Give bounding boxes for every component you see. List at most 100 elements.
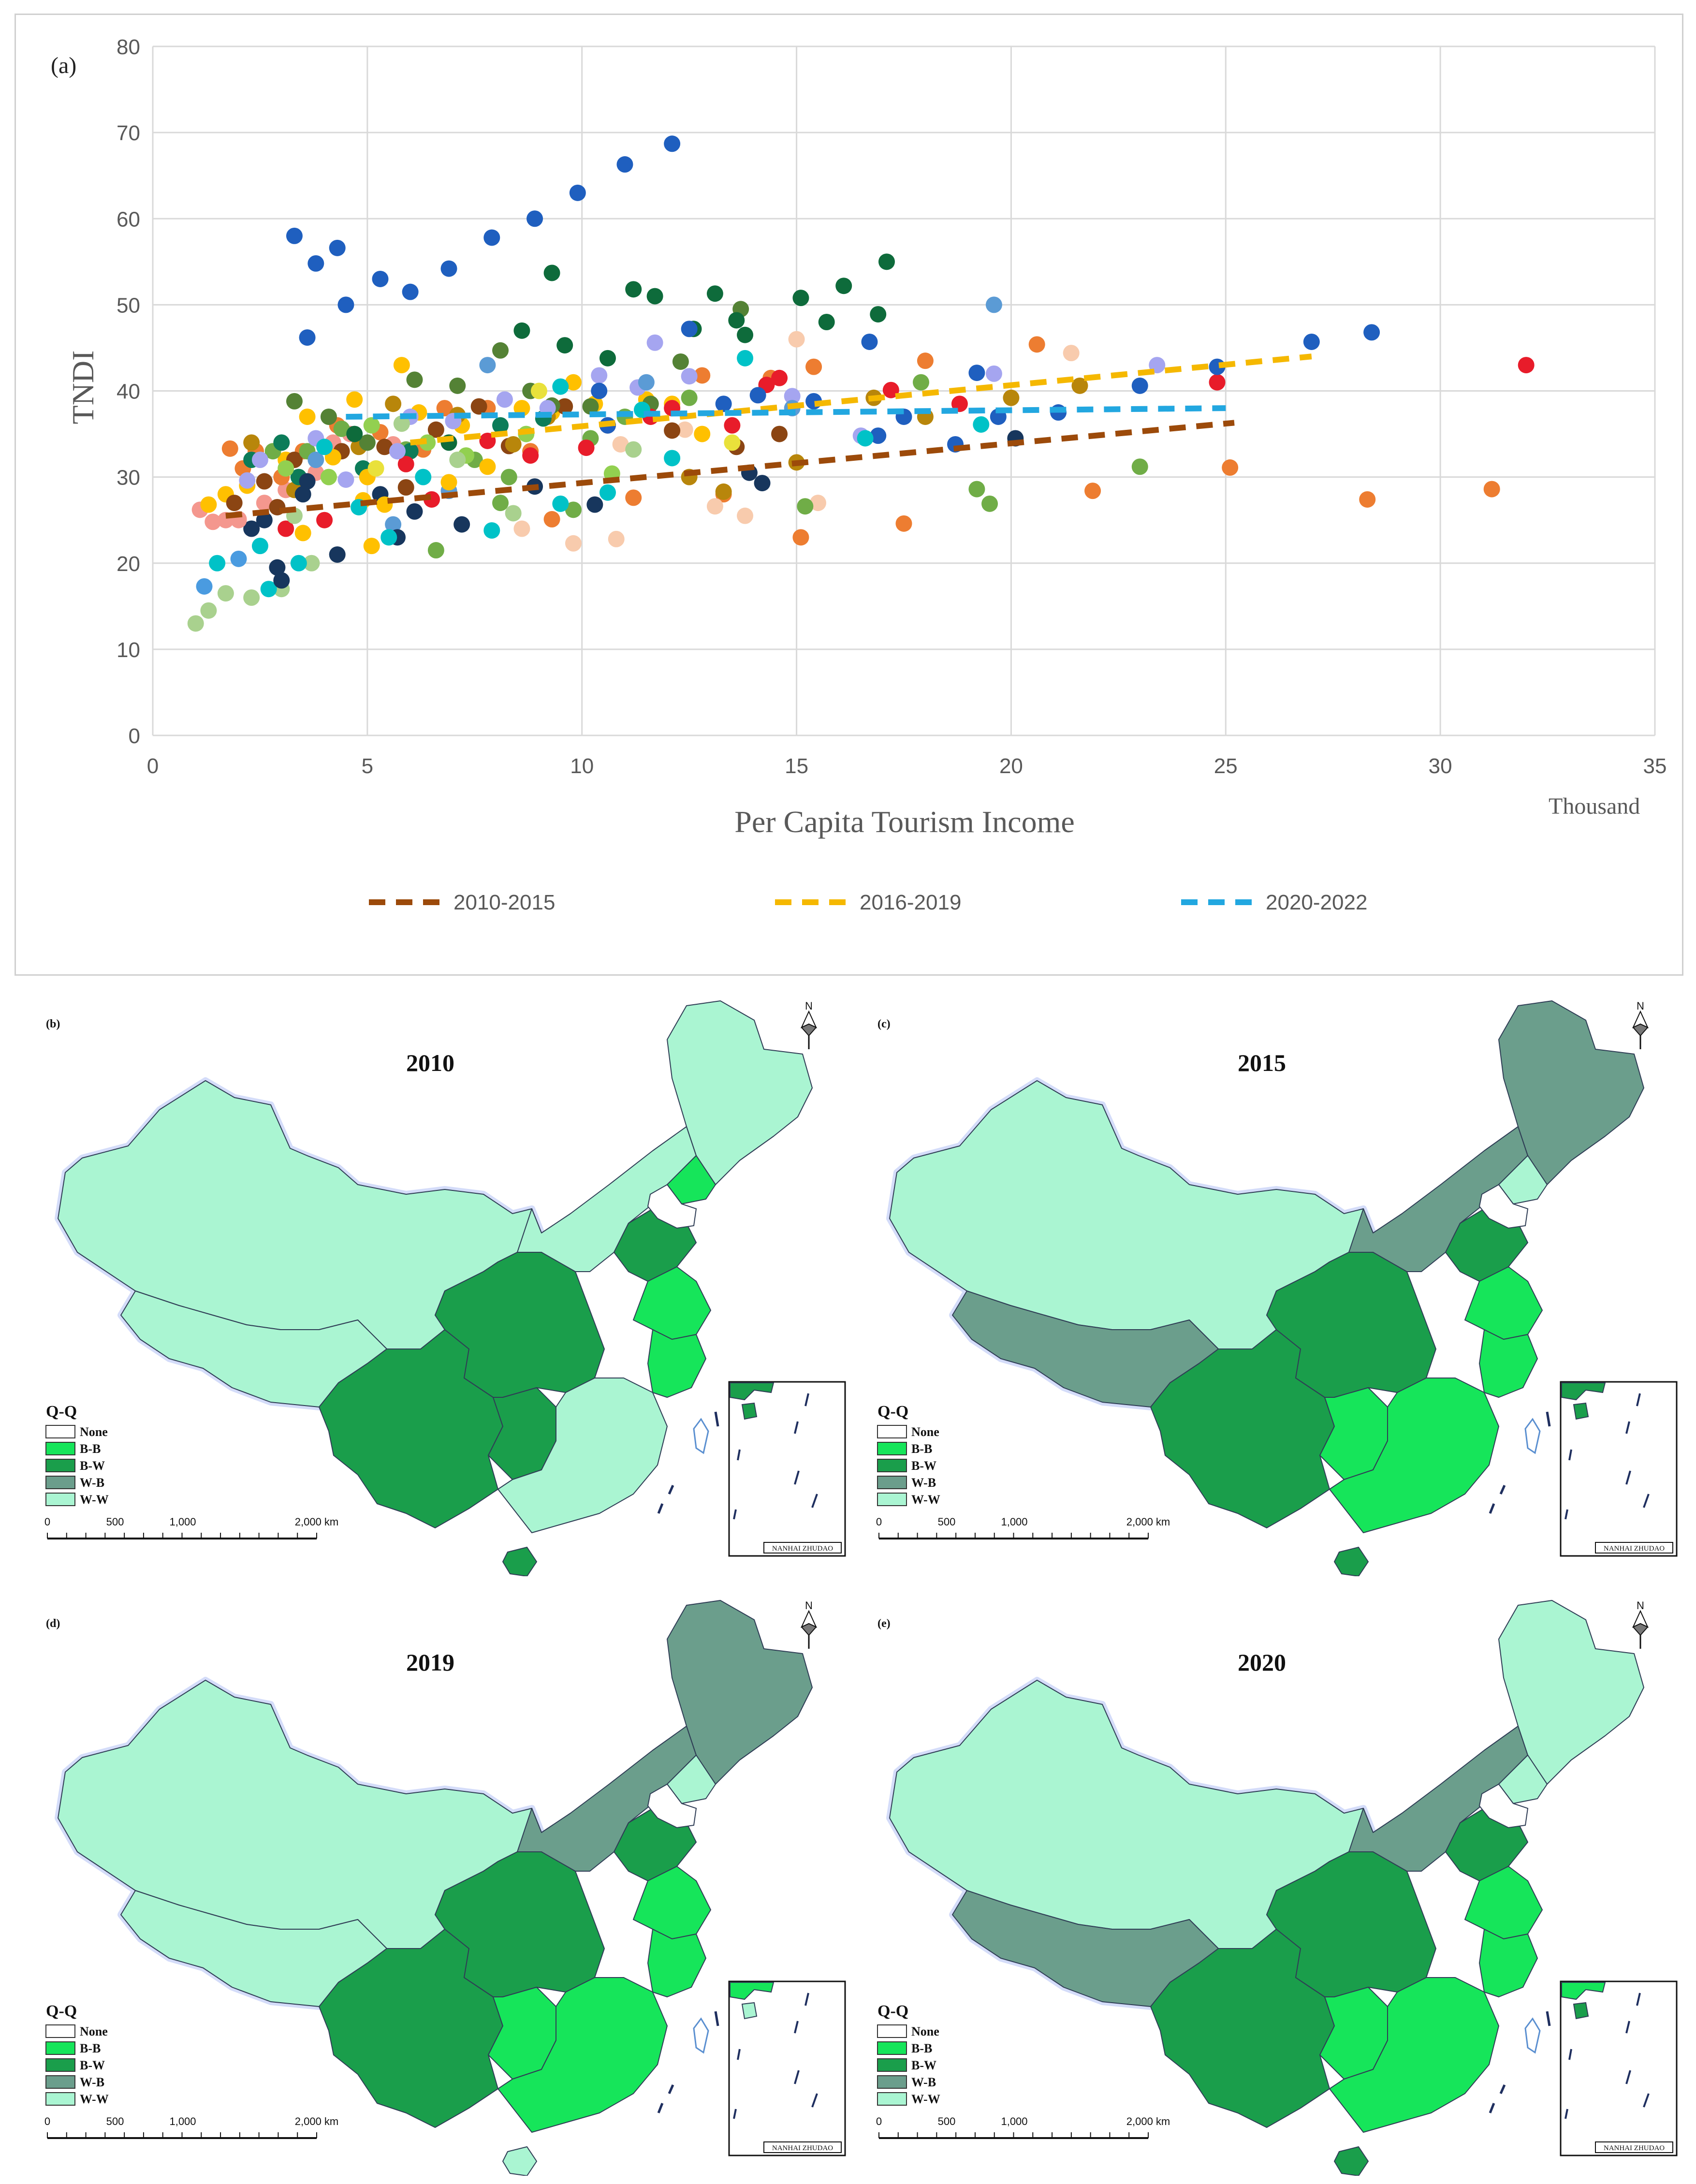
inset-mainland [1561, 1382, 1606, 1401]
scatter-point [320, 469, 337, 485]
scatter-point [209, 555, 226, 572]
scatter-point [552, 495, 569, 512]
x-tick-label: 25 [1214, 754, 1238, 778]
scatter-point [968, 481, 985, 498]
scatter-point [771, 369, 788, 386]
scale-label: 2,000 km [1126, 1516, 1170, 1528]
scatter-point [205, 513, 221, 530]
scatter-point [1363, 324, 1380, 341]
scatter-point [788, 331, 805, 348]
region-liaoning [667, 1155, 716, 1204]
scatter-point [294, 486, 311, 503]
legend-item-label: W-B [80, 1476, 104, 1490]
y-axis-label: TNDI [66, 351, 100, 425]
legend-item-label: B-W [80, 2058, 105, 2072]
island-dash [668, 1484, 674, 1495]
scatter-point [273, 572, 290, 589]
inset-dash [1568, 2049, 1572, 2060]
scatter-point [1483, 481, 1500, 498]
scatter-point [522, 447, 539, 464]
scatter-point [616, 156, 633, 173]
south-china-sea-inset: NANHAI ZHUDAO [1560, 1381, 1678, 1557]
scatter-point [299, 408, 316, 425]
scatter-point [479, 357, 496, 374]
inset-dash [811, 2093, 818, 2108]
north-arrow-body [1632, 1623, 1649, 1636]
scatter-point [440, 474, 457, 491]
scatter-point [724, 434, 741, 451]
scatter-point [578, 440, 595, 456]
legend-entry: 2020-2022 [1266, 891, 1367, 914]
scatter-point [1063, 345, 1080, 362]
taiwan-outline [1524, 2017, 1541, 2054]
north-arrow-icon: N [800, 1000, 818, 1049]
scatter-point [664, 422, 681, 439]
region-none-bohai [647, 1184, 697, 1229]
region-none-bohai [647, 1783, 697, 1829]
region-hainan [1334, 2146, 1369, 2176]
scatter-point [329, 546, 346, 563]
x-tick-label: 15 [785, 754, 808, 778]
scatter-point [200, 496, 217, 513]
scatter-point [599, 484, 616, 501]
inset-dash [804, 1993, 809, 2006]
taiwan-outline [1524, 1418, 1541, 1454]
legend-item-label: W-W [911, 2092, 940, 2106]
inset-caption-box [1595, 2141, 1673, 2153]
trendline-2010-2015 [225, 420, 1235, 519]
region-hainan [1334, 1547, 1369, 1576]
scatter-point [286, 227, 303, 244]
map-panel-2020: (e) 2020 N Q-Q None B-B B-W W-B W-W 0 500 1,000 2,00… [851, 1581, 1682, 2176]
scatter-point [453, 516, 470, 533]
scatter-point [784, 388, 801, 405]
legend-swatch [877, 2041, 907, 2055]
inset-dash [1564, 2109, 1568, 2119]
scale-label: 500 [938, 1516, 956, 1528]
scale-label: 1,000 [1001, 2115, 1027, 2127]
scatter-point [278, 520, 294, 537]
north-label: N [1637, 1000, 1644, 1012]
region-none-bohai [1478, 1783, 1529, 1829]
legend-item-label: B-W [911, 1459, 936, 1473]
chart-a-frame: 0 10 20 30 40 50 60 70 80 0 5 10 15 20 25 30 35 (a) TNDI… [15, 14, 1683, 976]
scatter-point [737, 326, 754, 343]
x-tick-label: 20 [999, 754, 1023, 778]
inset-dash [733, 2109, 737, 2119]
legend-item-label: B-W [80, 1459, 105, 1473]
inset-dash [794, 2070, 800, 2084]
scatter-point [1003, 389, 1020, 406]
legend-item-label: B-B [80, 1442, 101, 1456]
scatter-point [569, 184, 586, 201]
legend-swatch [877, 1459, 907, 1472]
map-regions [886, 1000, 1644, 1576]
island-dash [1489, 2103, 1495, 2113]
region-liaoning [667, 1755, 716, 1804]
scatter-point [861, 333, 878, 350]
island-dash [1546, 2011, 1551, 2026]
legend-entry: 2010-2015 [453, 891, 555, 914]
scatter-point [299, 329, 316, 346]
inset-dash [1643, 2093, 1650, 2108]
inset-hainan [741, 2002, 758, 2020]
map-panel-2010: (b) 2010 N Q-Q None B-B B-W W-B W-W 0 500 1,000 2,00… [19, 982, 851, 1576]
legend-item-label: B-B [911, 2041, 932, 2055]
scatter-point [256, 495, 273, 512]
scatter-point [256, 473, 273, 490]
scatter-point [895, 515, 912, 532]
legend-item-label: W-W [911, 1493, 940, 1507]
scatter-point [676, 421, 693, 438]
legend-swatch [45, 2024, 75, 2038]
scatter-point [917, 352, 934, 369]
scatter-point [243, 520, 260, 537]
taiwan-outline [693, 1418, 709, 1454]
legend-item-label: None [911, 2024, 939, 2038]
scale-label: 0 [876, 2115, 882, 2127]
scatter-point [913, 374, 930, 391]
scatter-point [582, 398, 599, 415]
scatter-point [307, 255, 324, 272]
scatter-point [870, 427, 887, 444]
inset-dash [1636, 1993, 1641, 2006]
scatter-point [1131, 377, 1148, 394]
